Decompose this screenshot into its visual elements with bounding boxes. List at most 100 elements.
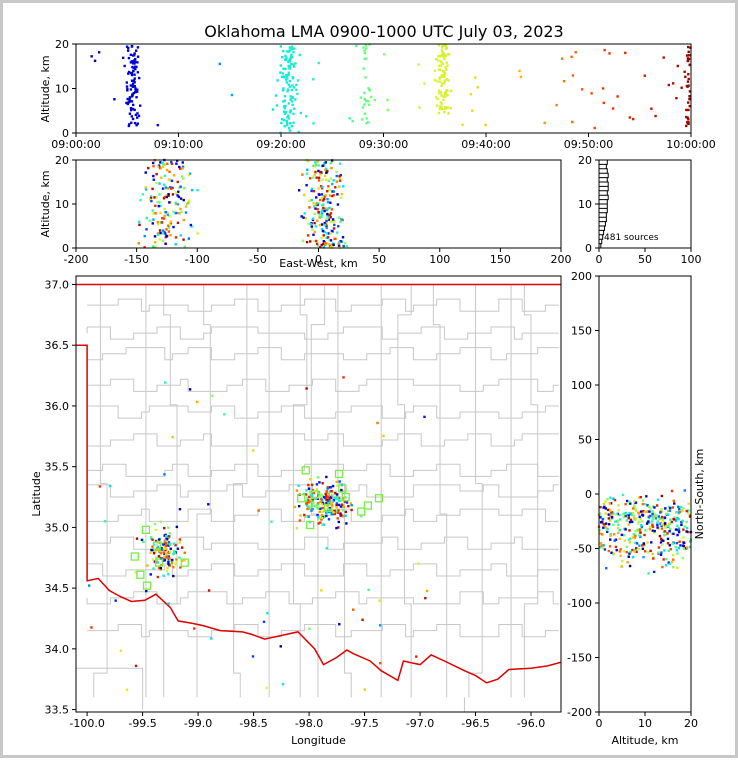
source-point	[284, 78, 288, 81]
source-point	[602, 526, 605, 529]
source-point	[288, 85, 292, 88]
source-point	[442, 70, 446, 73]
source-point	[338, 496, 341, 500]
source-point	[319, 246, 322, 249]
source-point	[609, 538, 612, 541]
source-point	[133, 108, 136, 112]
source-point	[363, 91, 366, 95]
source-point	[159, 552, 162, 555]
source-point	[347, 504, 350, 508]
source-point	[445, 78, 449, 81]
station-marker	[310, 490, 319, 499]
source-point	[331, 484, 335, 488]
source-point	[284, 104, 287, 108]
source-point	[324, 174, 327, 178]
source-point	[176, 203, 180, 206]
source-point	[687, 50, 690, 54]
source-point	[125, 85, 129, 88]
source-point	[127, 56, 131, 60]
source-point	[436, 97, 439, 101]
x-tick-label: 09:40:00	[461, 138, 510, 151]
source-point	[672, 499, 675, 503]
source-point	[329, 201, 332, 204]
source-point	[287, 83, 290, 86]
source-point	[165, 235, 169, 238]
source-point	[655, 514, 658, 517]
source-point	[295, 489, 299, 492]
x-tick-label: 20	[684, 717, 698, 730]
source-point	[298, 519, 302, 522]
source-point	[676, 533, 679, 537]
source-point	[645, 495, 648, 498]
source-point	[304, 493, 308, 496]
source-point	[170, 561, 174, 564]
station-marker	[374, 494, 384, 503]
x-tick-label: 0	[315, 253, 322, 266]
source-point	[634, 509, 638, 512]
source-point	[437, 89, 441, 93]
source-point	[318, 481, 321, 484]
source-point	[325, 226, 329, 230]
source-point	[286, 77, 289, 80]
source-point	[290, 47, 293, 51]
source-point	[151, 558, 155, 561]
source-point	[635, 546, 638, 550]
source-point	[344, 241, 347, 245]
source-point	[378, 599, 381, 602]
source-point	[161, 217, 164, 220]
source-point	[623, 527, 626, 531]
source-point	[325, 498, 328, 501]
source-point	[316, 501, 320, 505]
source-point	[165, 548, 168, 551]
source-point	[299, 111, 303, 115]
source-point	[294, 98, 297, 101]
source-point	[662, 539, 665, 542]
source-point	[157, 555, 161, 558]
source-point	[335, 174, 338, 178]
source-point	[305, 387, 308, 390]
source-point	[181, 175, 184, 178]
source-point	[318, 214, 321, 217]
source-count-annotation: 481 sources	[604, 233, 659, 243]
source-point	[612, 523, 615, 527]
station-marker	[323, 503, 333, 513]
source-point	[443, 82, 446, 85]
source-point	[131, 94, 134, 97]
source-point	[290, 62, 293, 66]
source-point	[108, 484, 112, 488]
source-point	[181, 165, 185, 168]
county-line	[337, 284, 352, 698]
source-point	[342, 376, 345, 379]
station-marker	[341, 492, 350, 502]
source-point	[282, 67, 285, 70]
source-point	[555, 103, 558, 107]
source-point	[162, 551, 165, 554]
source-point	[174, 202, 178, 206]
source-point	[648, 528, 652, 531]
source-point	[266, 611, 269, 615]
source-point	[176, 221, 180, 225]
source-point	[680, 520, 683, 524]
source-point	[134, 91, 137, 94]
source-point	[604, 522, 608, 525]
source-point	[667, 83, 671, 87]
station-marker	[357, 507, 366, 516]
source-point	[154, 528, 158, 532]
source-point	[177, 190, 180, 193]
source-point	[134, 571, 137, 574]
histogram-bin	[599, 204, 607, 208]
source-point	[156, 200, 159, 204]
source-point	[159, 211, 162, 215]
source-point	[252, 449, 255, 452]
source-point	[437, 55, 440, 58]
y-tick-label: 10	[578, 198, 592, 211]
source-point	[164, 242, 167, 246]
source-point	[163, 195, 167, 199]
source-point	[288, 60, 292, 63]
source-point	[170, 160, 173, 164]
source-point	[651, 505, 655, 508]
source-point	[445, 61, 448, 64]
source-point	[152, 174, 155, 178]
source-point	[337, 503, 341, 507]
source-point	[335, 526, 338, 530]
